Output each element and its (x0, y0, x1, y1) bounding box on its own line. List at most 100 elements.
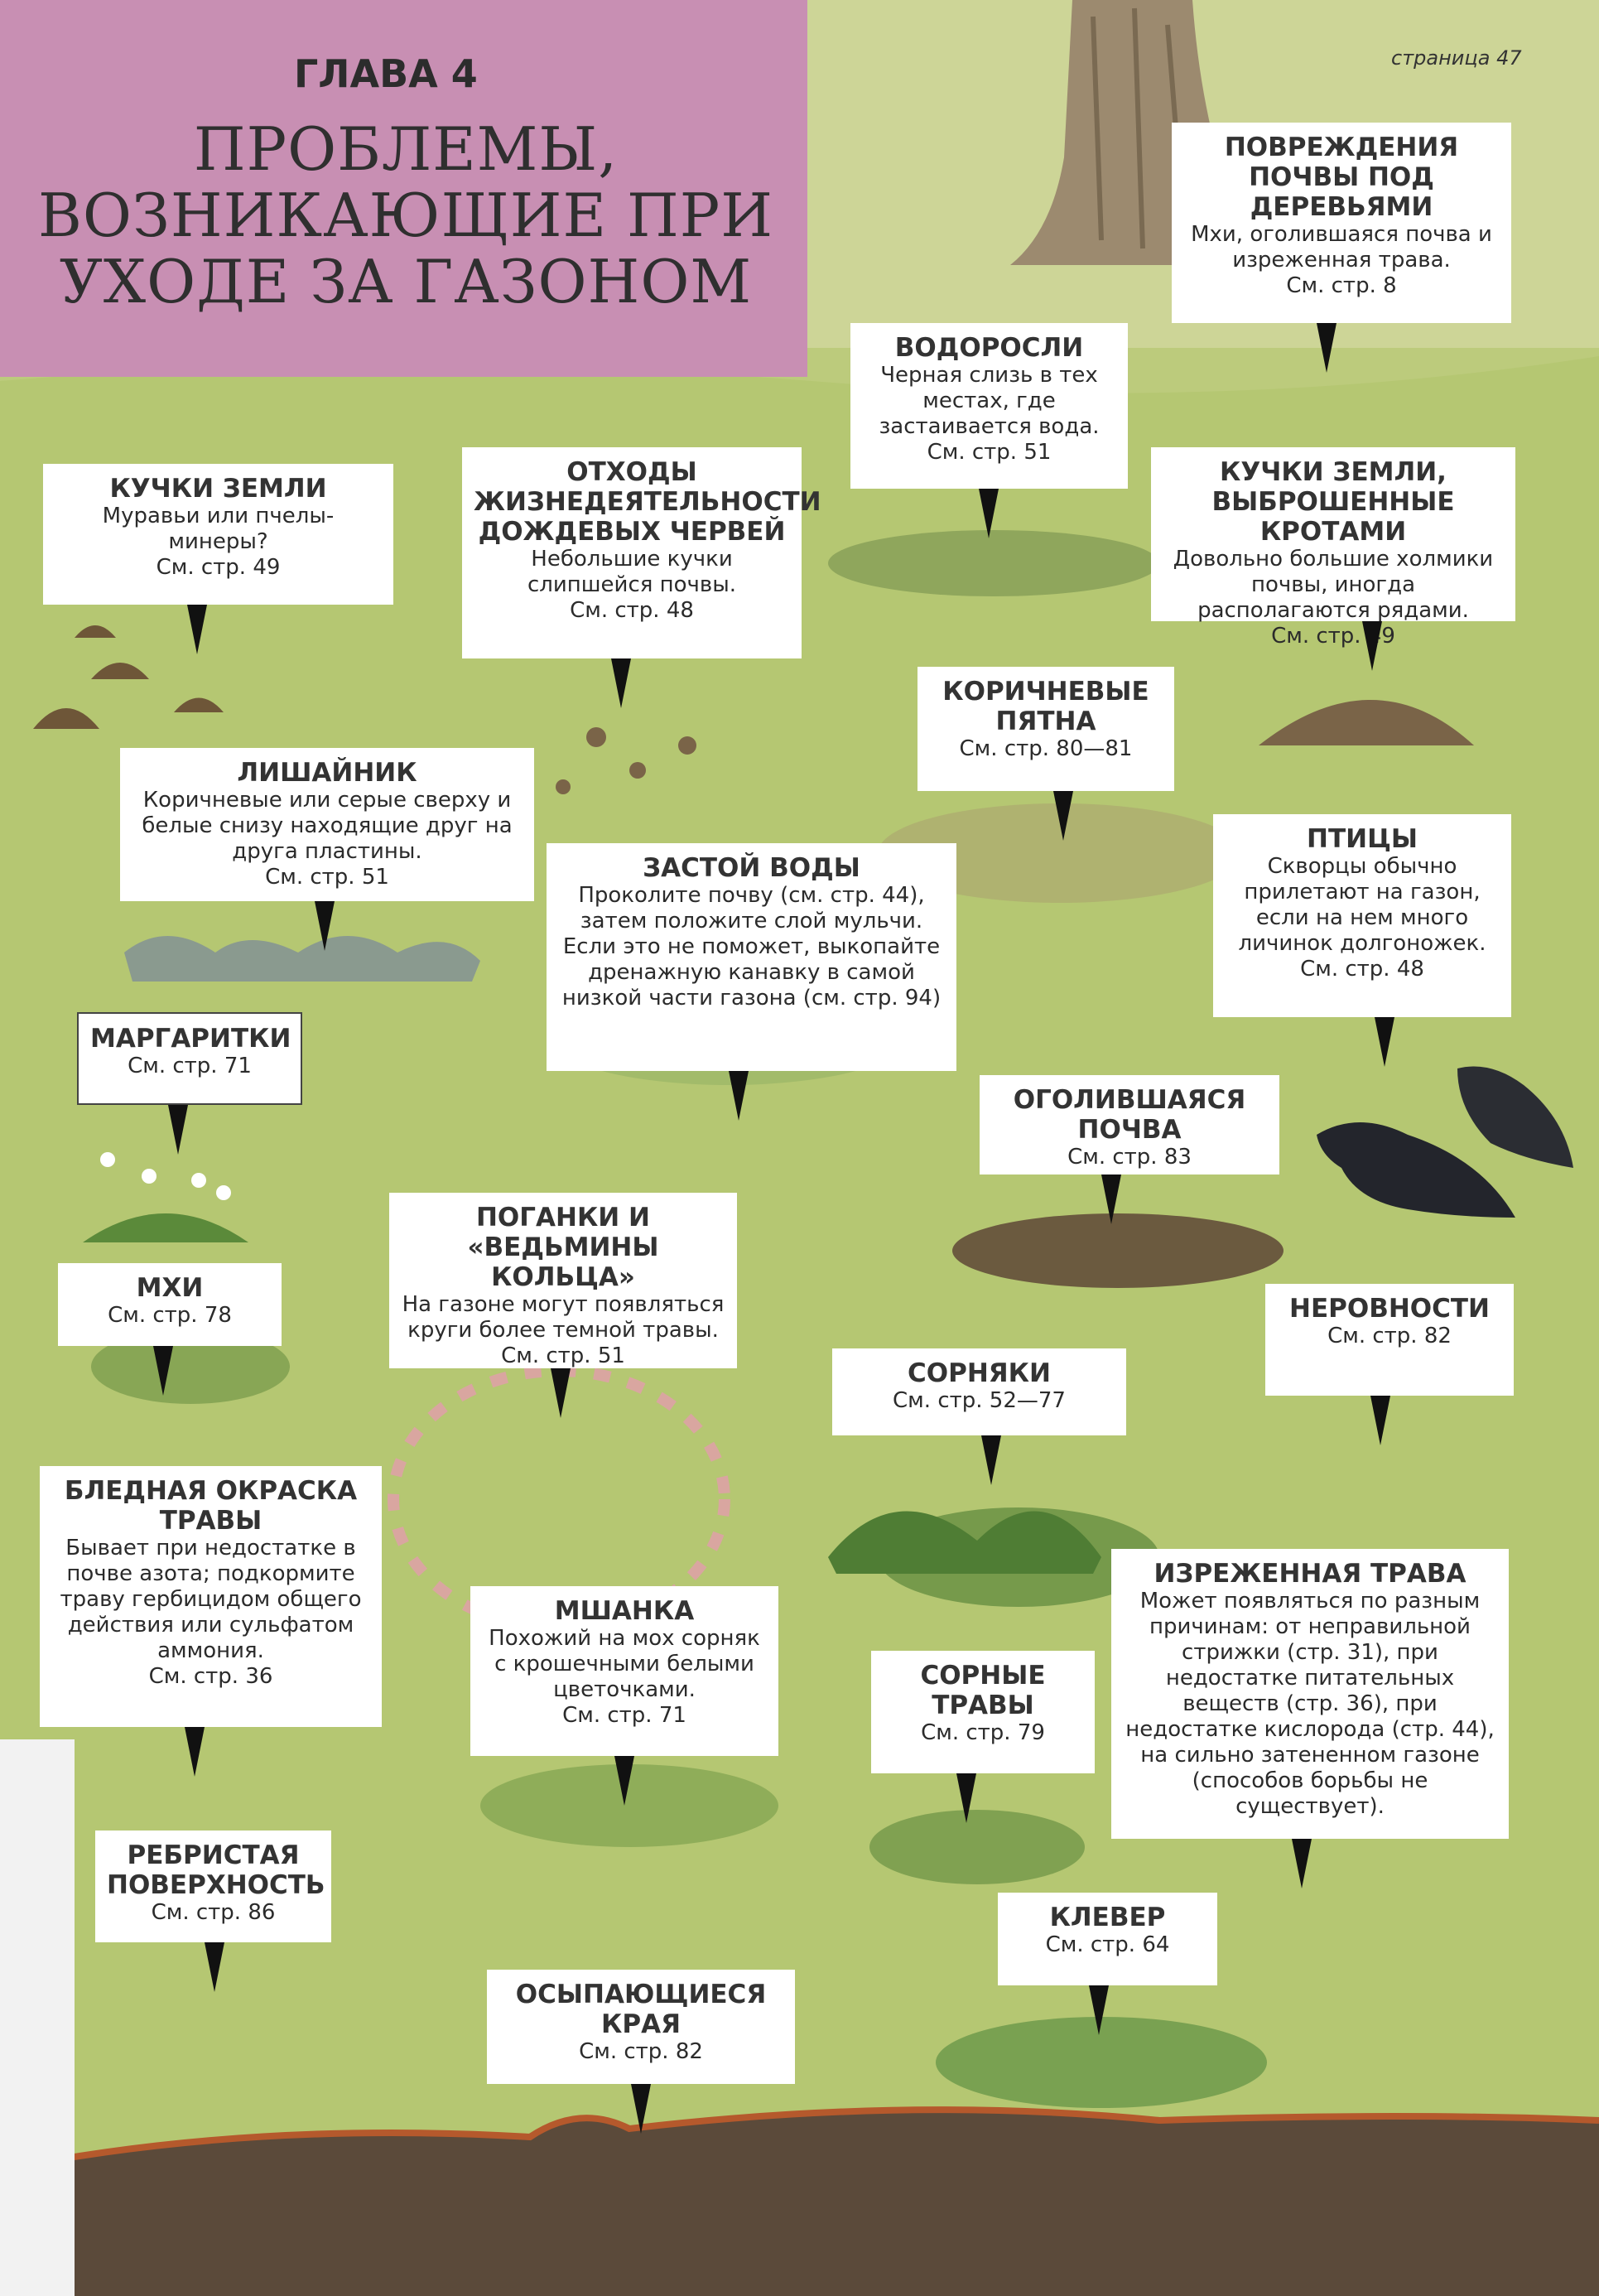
card-title: МАРГАРИТКИ (90, 1024, 291, 1054)
card-title: ВОДОРОСЛИ (894, 333, 1084, 363)
card-algae: ВОДОРОСЛИ Черная слизь в тех местах, где… (850, 323, 1128, 489)
card-desc: Коричневые или серые сверху и белые сниз… (142, 788, 513, 864)
card-toadstools: ПОГАНКИ И «ВЕДЬМИНЫ КОЛЬЦА» На газоне мо… (389, 1193, 737, 1368)
pointer-lichen (315, 901, 335, 951)
card-title: СОРНЯКИ (908, 1358, 1051, 1388)
card-pale-grass: БЛЕДНАЯ ОКРАСКА ТРАВЫ Бывает при недоста… (40, 1466, 382, 1727)
card-desc: Проколите почву (см. стр. 44), затем пол… (561, 883, 942, 1011)
card-ref: См. стр. 71 (128, 1054, 252, 1078)
card-clover: КЛЕВЕР См. стр. 64 (998, 1893, 1217, 1985)
card-ref: См. стр. 51 (501, 1343, 625, 1368)
card-ref: См. стр. 49 (156, 555, 281, 580)
pointer-birds (1375, 1017, 1394, 1067)
card-ref: См. стр. 49 (1271, 624, 1395, 649)
card-thin-grass: ИЗРЕЖЕННАЯ ТРАВА Может появляться по раз… (1111, 1549, 1509, 1839)
card-title: ОГОЛИВШАЯСЯ ПОЧВА (1013, 1085, 1246, 1145)
pointer-worm-casts (611, 658, 631, 708)
card-title: МХИ (136, 1273, 204, 1303)
card-title: КУЧКИ ЗЕМЛИ (109, 474, 327, 504)
card-title: КЛЕВЕР (1049, 1903, 1166, 1932)
card-desc: Скворцы обычно прилетают на газон, если … (1238, 854, 1486, 956)
pointer-bumps (1370, 1396, 1390, 1445)
card-ref: См. стр. 78 (108, 1303, 232, 1328)
card-brown-patches: КОРИЧНЕВЫЕ ПЯТНА См. стр. 80—81 (917, 667, 1174, 791)
pointer-ant-hills (187, 605, 207, 654)
page-number: страница 47 (1391, 46, 1522, 70)
title-line: УХОДЕ ЗА ГАЗОНОМ (59, 247, 753, 316)
card-weeds: СОРНЯКИ См. стр. 52—77 (832, 1348, 1126, 1435)
mole-hill (1259, 700, 1474, 745)
pointer-ribbed (205, 1942, 224, 1992)
pointer-edges (631, 2084, 651, 2134)
card-birds: ПТИЦЫ Скворцы обычно прилетают на газон,… (1213, 814, 1511, 1017)
crow (1317, 1122, 1515, 1218)
pointer-brown-patches (1053, 791, 1073, 841)
card-bare-soil: ОГОЛИВШАЯСЯ ПОЧВА См. стр. 83 (980, 1075, 1279, 1175)
card-desc: Может появляться по разным причинам: от … (1125, 1589, 1495, 1819)
card-title: СОРНЫЕ ТРАВЫ (920, 1661, 1046, 1720)
card-tree-damage: ПОВРЕЖДЕНИЯ ПОЧВЫ ПОД ДЕРЕВЬЯМИ Мхи, ого… (1172, 123, 1511, 323)
card-ant-hills: КУЧКИ ЗЕМЛИ Муравьи или пчелы-минеры? См… (43, 464, 393, 605)
chapter-header (0, 0, 807, 377)
pointer-weeds (981, 1435, 1001, 1485)
card-pearlwort: МШАНКА Похожий на мох сорняк с крошечным… (470, 1586, 778, 1756)
soil-edge (0, 2110, 1599, 2296)
pointer-thin-grass (1292, 1839, 1312, 1888)
card-desc: Довольно большие холмики почвы, иногда р… (1173, 547, 1494, 623)
card-title: ОСЫПАЮЩИЕСЯ КРАЯ (515, 1980, 767, 2039)
title-line: ВОЗНИКАЮЩИЕ ПРИ (38, 181, 773, 250)
card-daisies: МАРГАРИТКИ См. стр. 71 (77, 1012, 302, 1105)
card-title: ПОВРЕЖДЕНИЯ ПОЧВЫ ПОД ДЕРЕВЬЯМИ (1224, 133, 1459, 222)
pointer-clover (1089, 1985, 1109, 2035)
card-ref: См. стр. 51 (927, 440, 1052, 465)
title-line: ПРОБЛЕМЫ, (193, 114, 619, 184)
card-desc: Муравьи или пчелы-минеры? (102, 504, 335, 554)
card-title: КОРИЧНЕВЫЕ ПЯТНА (942, 677, 1149, 736)
card-edges: ОСЫПАЮЩИЕСЯ КРАЯ См. стр. 82 (487, 1970, 795, 2084)
card-ref: См. стр. 48 (570, 598, 694, 623)
card-title: ПОГАНКИ И «ВЕДЬМИНЫ КОЛЬЦА» (467, 1203, 659, 1292)
card-desc: Черная слизь в тех местах, где застаивае… (879, 363, 1100, 439)
pointer-bare-soil (1101, 1175, 1121, 1224)
page-title: ПРОБЛЕМЫ, ВОЗНИКАЮЩИЕ ПРИ УХОДЕ ЗА ГАЗОН… (25, 116, 787, 315)
card-worm-casts: ОТХОДЫ ЖИЗНЕДЕЯТЕЛЬНОСТИ ДОЖДЕВЫХ ЧЕРВЕЙ… (462, 447, 821, 658)
chapter-label: ГЛАВА 4 (294, 51, 478, 96)
pointer-algae (979, 489, 999, 538)
pointer-pearlwort (614, 1756, 634, 1806)
card-ref: См. стр. 8 (1286, 273, 1397, 298)
tree-trunk (1010, 0, 1308, 265)
card-lichen: ЛИШАЙНИК Коричневые или серые сверху и б… (120, 748, 534, 901)
card-ref: См. стр. 48 (1300, 957, 1424, 982)
card-title: ЛИШАЙНИК (237, 758, 417, 788)
card-title: КУЧКИ ЗЕМЛИ, ВЫБРОШЕННЫЕ КРОТАМИ (1211, 457, 1455, 547)
card-title: МШАНКА (554, 1596, 695, 1626)
card-ref: См. стр. 79 (921, 1720, 1045, 1745)
card-weed-grasses: СОРНЫЕ ТРАВЫ См. стр. 79 (871, 1651, 1095, 1773)
card-title: ИЗРЕЖЕННАЯ ТРАВА (1153, 1559, 1467, 1589)
card-ribbed: РЕБРИСТАЯ ПОВЕРХНОСТЬ См. стр. 86 (95, 1831, 331, 1942)
card-title: ЗАСТОЙ ВОДЫ (643, 853, 860, 883)
card-waterlogging: ЗАСТОЙ ВОДЫ Проколите почву (см. стр. 44… (547, 843, 956, 1071)
pointer-mosses (153, 1346, 173, 1396)
card-ref: См. стр. 83 (1067, 1145, 1192, 1170)
card-title: НЕРОВНОСТИ (1289, 1294, 1490, 1324)
card-ref: См. стр. 80—81 (959, 736, 1133, 761)
card-ref: См. стр. 52—77 (893, 1388, 1066, 1413)
card-title: ОТХОДЫ ЖИЗНЕДЕЯТЕЛЬНОСТИ ДОЖДЕВЫХ ЧЕРВЕЙ (474, 457, 821, 547)
card-desc: Мхи, оголившаяся почва и изреженная трав… (1191, 222, 1492, 273)
card-ref: См. стр. 82 (1327, 1324, 1452, 1348)
card-mole-hills: КУЧКИ ЗЕМЛИ, ВЫБРОШЕННЫЕ КРОТАМИ Довольн… (1151, 447, 1515, 649)
card-ref: См. стр. 64 (1045, 1932, 1170, 1957)
pointer-weed-grasses (956, 1773, 976, 1823)
card-ref: См. стр. 71 (562, 1703, 686, 1728)
card-title: РЕБРИСТАЯ ПОВЕРХНОСТЬ (107, 1840, 325, 1900)
pointer-tree-damage (1317, 323, 1337, 373)
crow (1457, 1066, 1573, 1168)
card-desc: Бывает при недостатке в почве азота; под… (60, 1536, 362, 1663)
fairy-ring (388, 1365, 730, 1633)
card-title: БЛЕДНАЯ ОКРАСКА ТРАВЫ (64, 1476, 358, 1536)
card-desc: Похожий на мох сорняк с крошечными белым… (489, 1626, 760, 1702)
card-bumps: НЕРОВНОСТИ См. стр. 82 (1265, 1284, 1514, 1396)
pointer-toadstools (551, 1368, 571, 1418)
pointer-daisies (168, 1105, 188, 1155)
